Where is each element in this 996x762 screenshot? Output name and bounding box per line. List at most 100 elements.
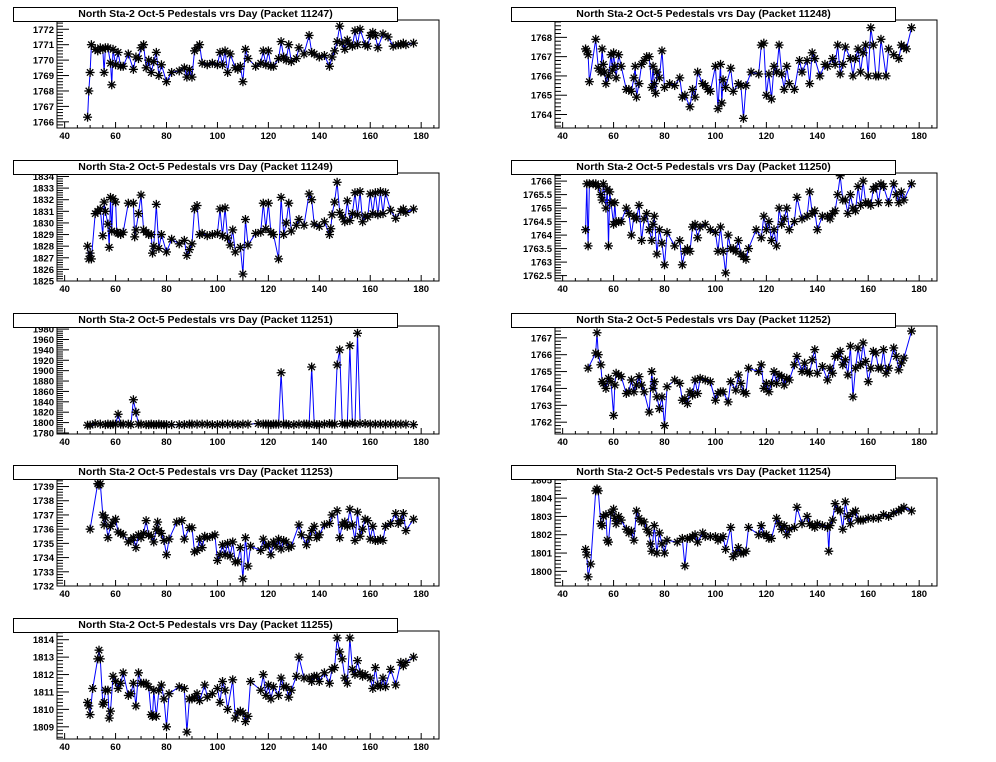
x-tick-label: 100 [210,131,226,142]
data-point-marker [228,537,238,547]
data-point-marker [149,537,159,547]
data-point-marker [162,722,172,732]
data-point-marker [654,528,664,538]
data-point-marker [805,79,815,89]
data-point-marker [330,663,340,673]
data-point-marker [131,701,141,711]
data-point-marker [680,561,690,571]
data-point-marker [319,217,329,227]
chart-panel: 40 60 80 100 120 140 160 180 1766 1767 1768 1769 177… [0,0,440,150]
y-tick-label: 1814 [33,635,55,646]
x-tick-label: 120 [758,284,774,295]
data-point-marker [626,86,636,96]
data-point-marker [291,54,301,64]
data-point-marker [792,351,802,361]
y-tick-label: 1820 [33,408,54,419]
data-point-marker [401,657,411,667]
data-point-marker [744,363,754,373]
data-point-marker [162,247,172,257]
data-point-marker [261,690,271,700]
data-point-marker [616,515,626,525]
data-point-marker [276,368,286,378]
data-point-marker [718,532,728,542]
data-point-marker [866,363,876,373]
data-point-marker [243,54,253,64]
y-axis: 1766 1767 1768 1769 1770 1771 1772 [33,19,69,129]
data-point-marker [233,557,243,567]
data-point-marker [597,44,607,54]
data-point-marker [104,242,114,252]
data-point-marker [401,526,411,536]
data-point-marker [731,385,741,395]
data-point-marker [873,198,883,208]
y-tick-label: 1771 [33,40,55,51]
x-tick-label: 100 [708,131,724,142]
data-point-marker [151,199,161,209]
data-point-marker [718,246,728,256]
data-point-marker [286,685,296,695]
data-point-marker [639,517,649,527]
y-tick-label: 1764 [531,231,553,242]
data-point-marker [644,407,654,417]
data-point-marker [243,240,253,250]
x-tick-label: 80 [659,589,670,600]
data-point-marker [268,61,278,71]
data-point-marker [822,375,832,385]
data-point-marker [657,46,667,56]
x-tick-label: 80 [659,284,670,295]
plot-frame [56,172,440,282]
data-point-marker [884,511,894,521]
data-point-marker [682,399,692,409]
data-point-marker [378,209,388,219]
x-tick-label: 120 [758,131,774,142]
data-point-marker [358,524,368,534]
data-point-marker [876,34,886,44]
data-point-marker [896,187,906,197]
data-point-marker [741,81,751,91]
data-point-marker [736,378,746,388]
data-point-marker [363,516,373,526]
data-point-marker [718,75,728,85]
data-point-marker [187,72,197,82]
data-point-marker [151,47,161,57]
data-point-marker [342,196,352,206]
y-tick-label: 1810 [33,705,54,716]
data-point-marker [881,71,891,81]
data-point-marker [139,528,149,538]
x-tick-label: 140 [809,589,825,600]
data-point-marker [179,235,189,245]
data-point-marker [409,652,419,662]
y-tick-label: 1732 [33,582,54,593]
data-point-marker [646,539,655,549]
data-point-marker [738,113,748,123]
data-point-marker [845,519,855,529]
data-point-marker [353,507,363,517]
x-tick-label: 60 [608,589,619,600]
data-point-marker [225,240,235,250]
data-point-marker [805,187,815,197]
data-point-marker [355,531,365,541]
data-point-marker [268,230,278,240]
data-point-marker [899,353,909,363]
data-point-marker [637,236,647,245]
data-point-marker [218,60,228,70]
data-point-marker [670,81,680,91]
data-point-marker [733,370,743,380]
data-point-marker [830,59,840,69]
data-point-marker [835,346,845,356]
y-tick-label: 1800 [33,418,54,429]
data-point-marker [187,239,197,249]
data-point-marker [335,533,345,543]
data-point-marker [330,46,340,56]
data-point-marker [286,541,296,551]
x-tick-label: 40 [557,284,568,295]
data-point-marker [866,23,876,33]
data-point-marker [764,387,774,397]
data-point-marker [238,269,248,279]
data-point-marker [118,530,128,540]
y-tick-label: 1738 [33,496,54,507]
x-tick-label: 80 [161,131,172,142]
y-tick-label: 1769 [33,71,54,82]
data-point-marker [889,343,899,353]
data-point-marker [391,509,401,519]
